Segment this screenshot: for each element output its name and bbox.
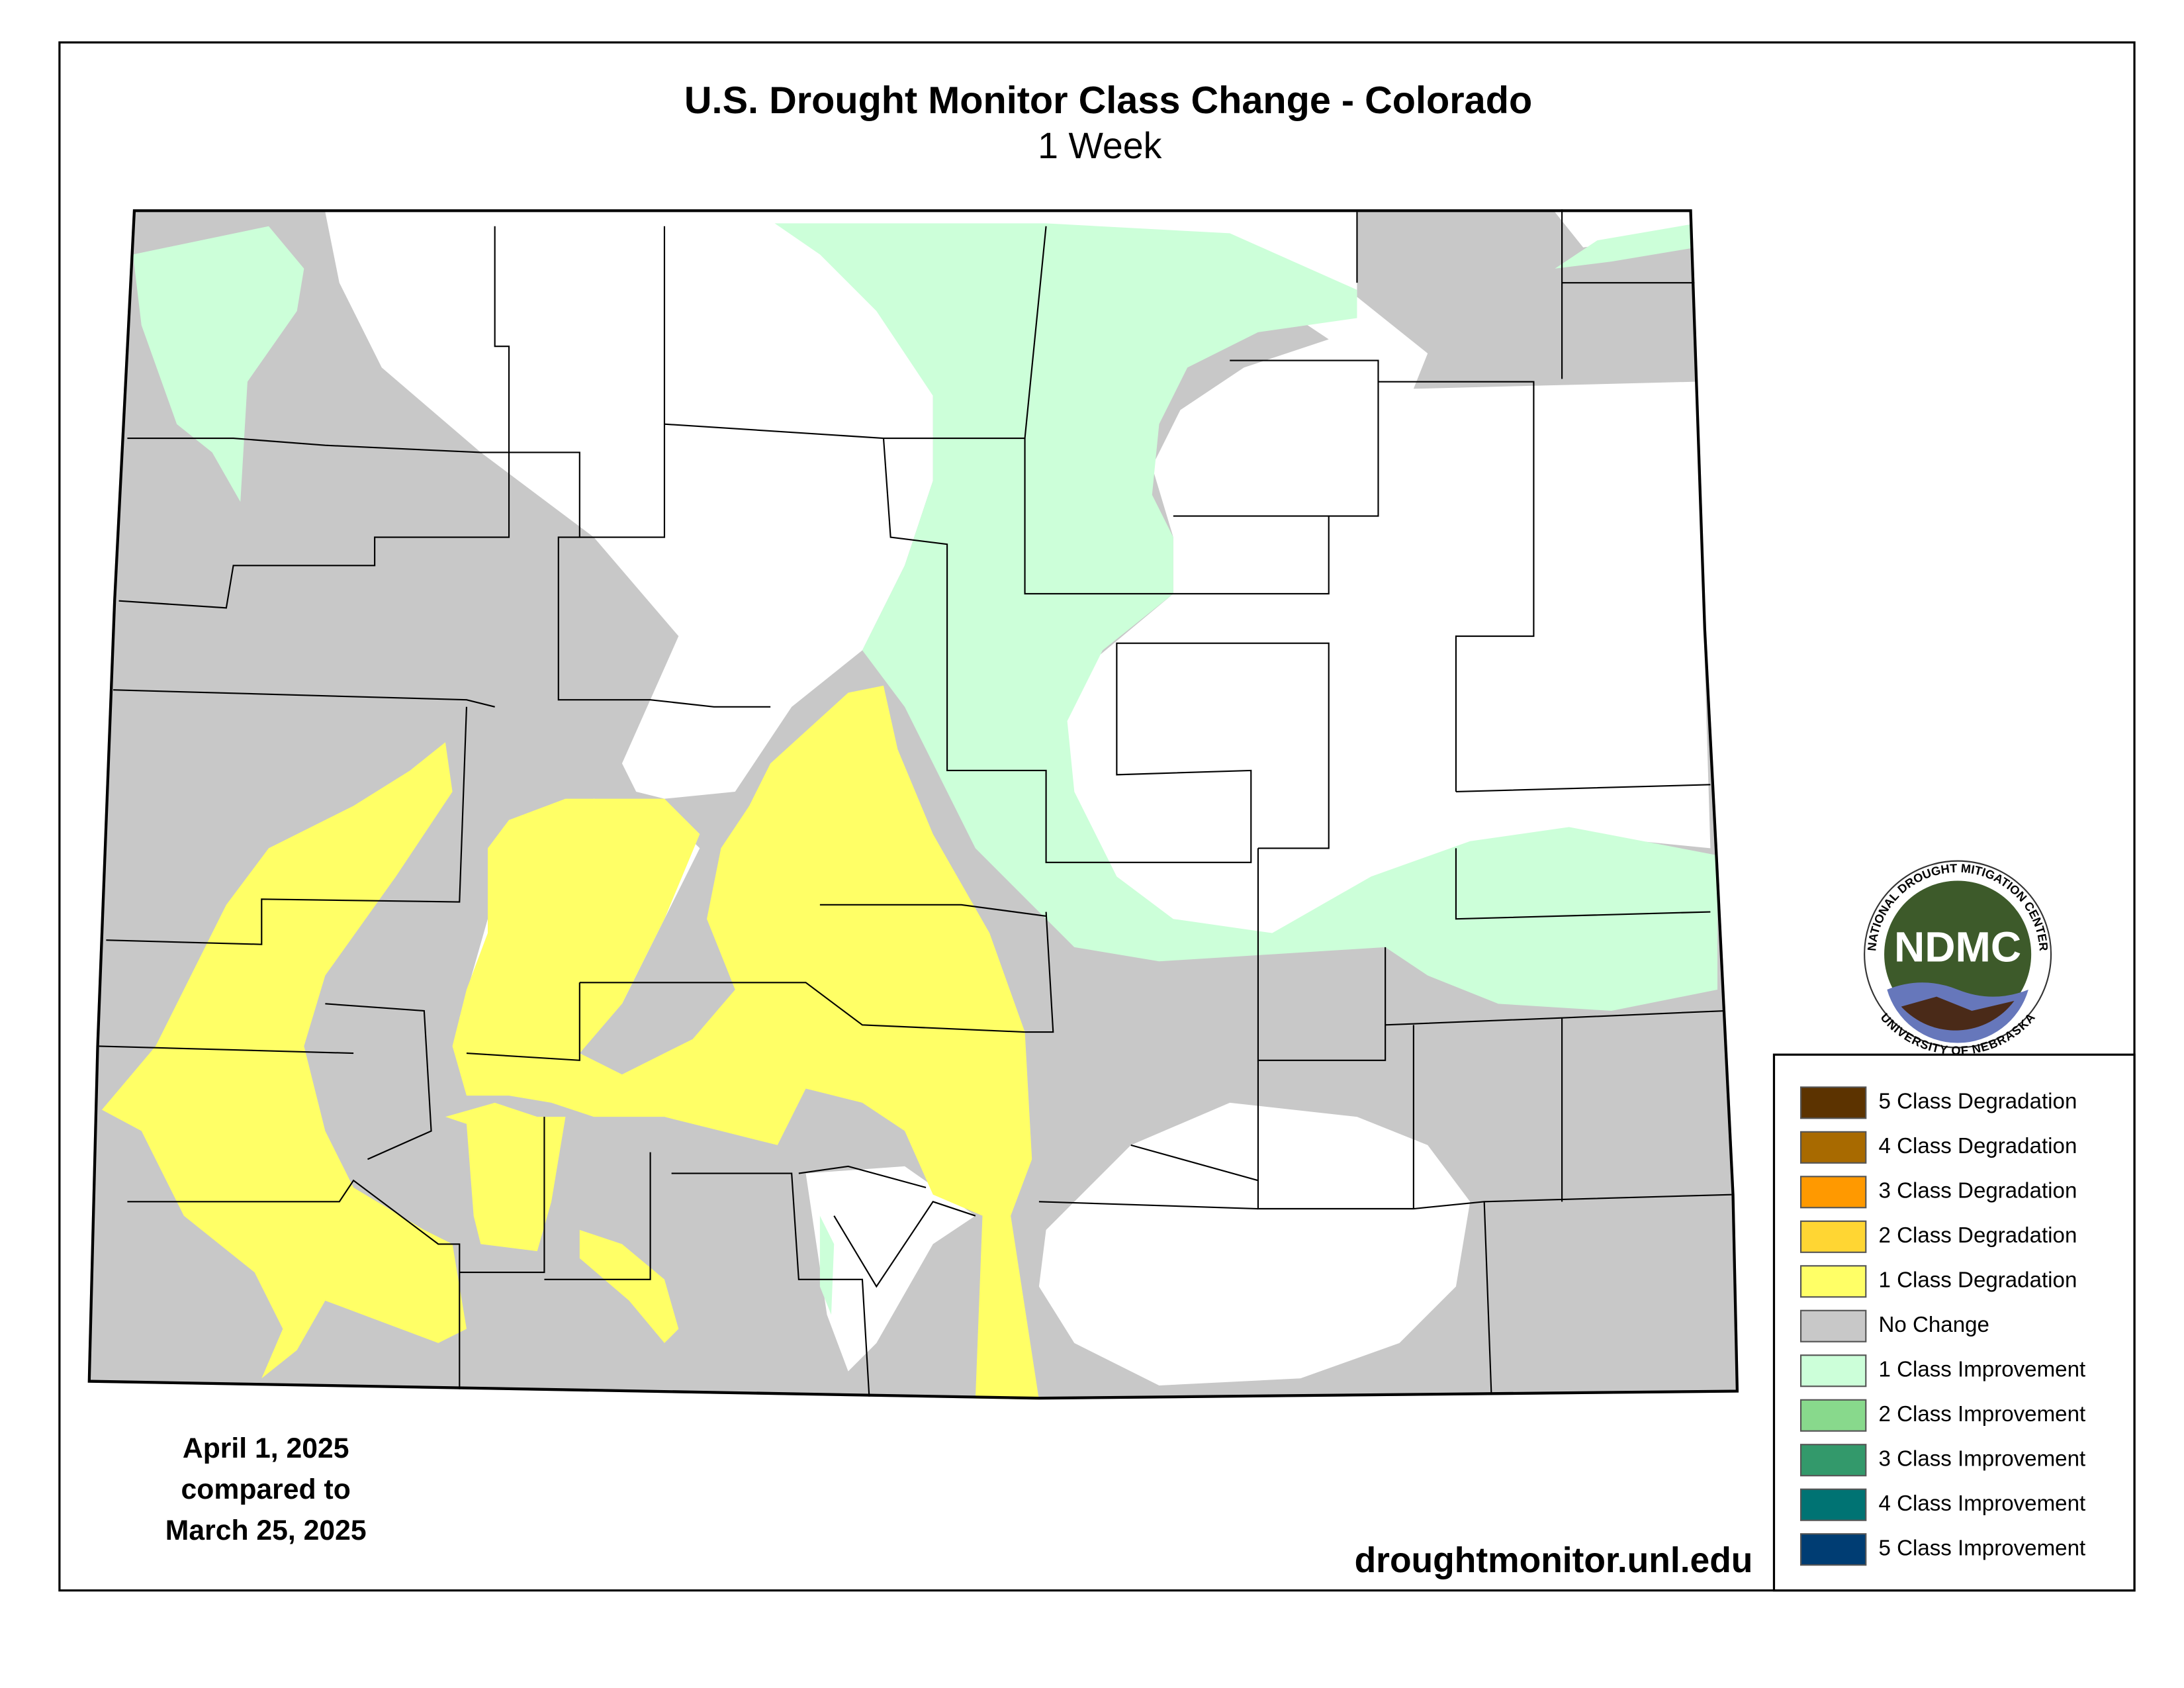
legend-swatch [1799, 1309, 1867, 1342]
legend-items: 5 Class Degradation 4 Class Degradation 3 … [1799, 1086, 2086, 1566]
legend-label: 5 Class Degradation [1879, 1090, 2077, 1114]
legend-swatch [1799, 1086, 1867, 1119]
degradation-area [445, 1102, 566, 1252]
no-drought-area [805, 1166, 976, 1372]
legend-swatch [1799, 1399, 1867, 1432]
logo-ground [1901, 996, 2015, 1031]
legend-swatch [1799, 1131, 1867, 1164]
state-border [87, 209, 1739, 1400]
legend-label: 1 Class Degradation [1879, 1268, 2077, 1293]
legend-label: 1 Class Improvement [1879, 1358, 2086, 1382]
county-lines [99, 209, 1732, 1400]
no-drought-area [325, 212, 1711, 955]
legend-label: 2 Class Improvement [1879, 1402, 2086, 1427]
legend-label: No Change [1879, 1313, 1989, 1337]
title: U.S. Drought Monitor Class Change - Colo… [684, 79, 1532, 122]
legend-swatch [1799, 1533, 1867, 1566]
legend-label: 4 Class Degradation [1879, 1134, 2077, 1158]
legend-label: 2 Class Degradation [1879, 1223, 2077, 1248]
legend-label: 4 Class Improvement [1879, 1491, 2086, 1516]
source-url: droughtmonitor.unl.edu [1355, 1541, 1753, 1580]
ndmc-logo: NDMC NATIONAL DROUGHT MITIGATION CENTER … [1864, 860, 2052, 1057]
legend-label: 3 Class Improvement [1879, 1446, 2086, 1471]
legend-swatch [1799, 1220, 1867, 1253]
degradation-area [452, 685, 1039, 1400]
improvement-area [132, 226, 304, 502]
legend-swatch [1799, 1265, 1867, 1298]
legend-swatch [1799, 1354, 1867, 1387]
legend-swatch [1799, 1488, 1867, 1521]
improvement-area [819, 1215, 835, 1315]
date-note: March 25, 2025 [165, 1515, 367, 1546]
date-note: compared to [181, 1474, 351, 1505]
subtitle: 1 Week [1038, 125, 1161, 166]
legend-swatch [1799, 1176, 1867, 1209]
legend-label: 3 Class Degradation [1879, 1179, 2077, 1203]
no-drought-area [1555, 212, 1697, 248]
improvement-area [1555, 223, 1697, 269]
legend-swatch [1799, 1444, 1867, 1477]
legend-label: 5 Class Improvement [1879, 1536, 2086, 1560]
date-note: April 1, 2025 [183, 1432, 349, 1464]
no-drought-area [1038, 1102, 1471, 1385]
degradation-area [579, 1230, 679, 1343]
improvement-area [774, 223, 1718, 1011]
logo-abbr: NDMC [1894, 923, 2021, 970]
